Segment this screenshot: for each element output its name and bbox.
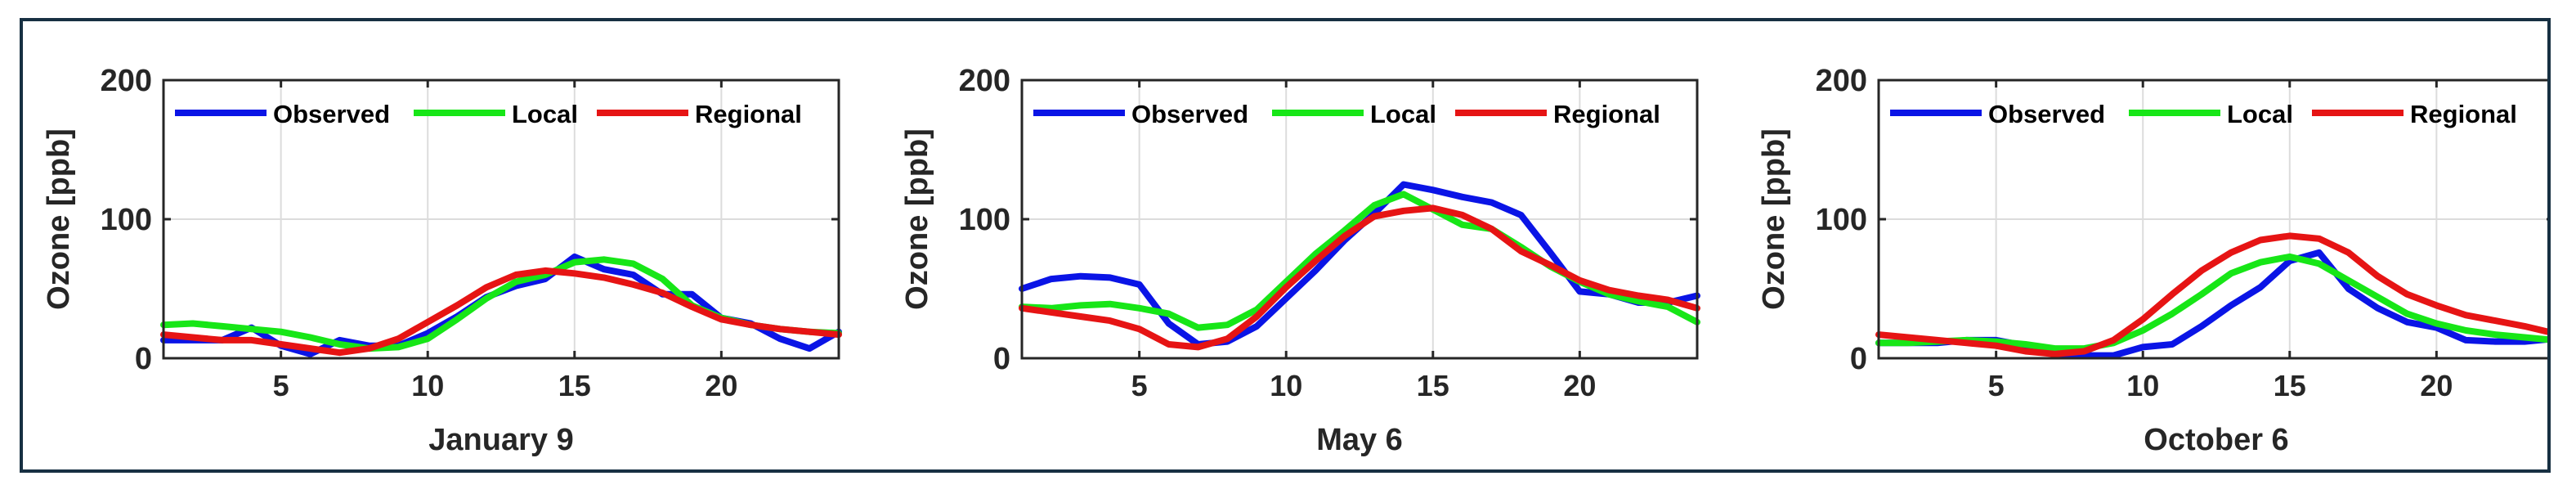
y-axis-label: Ozone [ppb] xyxy=(42,128,76,310)
legend-label-regional: Regional xyxy=(695,100,802,128)
series-line-regional xyxy=(1875,232,2547,357)
x-tick-label: 5 xyxy=(1988,369,2005,402)
legend-label-regional: Regional xyxy=(1553,100,1660,128)
legend-label-observed: Observed xyxy=(273,100,390,128)
x-tick-label: 15 xyxy=(1417,369,1449,402)
y-tick-label: 200 xyxy=(101,64,152,98)
x-tick-label: 10 xyxy=(411,369,444,402)
y-tick-label: 0 xyxy=(993,342,1010,376)
x-tick-label: 5 xyxy=(1131,369,1148,402)
legend: Observed Local Regional xyxy=(1033,100,1660,128)
legend-label-local: Local xyxy=(512,100,578,128)
y-tick-label: 100 xyxy=(959,203,1010,237)
legend: Observed Local Regional xyxy=(1890,100,2517,128)
series-line-regional xyxy=(1019,204,1700,351)
y-axis-label: Ozone [ppb] xyxy=(900,128,934,310)
y-tick-label: 0 xyxy=(1850,342,1867,376)
x-tick-label: 10 xyxy=(2126,369,2159,402)
series-line-regional xyxy=(160,267,842,357)
legend-label-observed: Observed xyxy=(1131,100,1248,128)
x-tick-label: 5 xyxy=(273,369,289,402)
legend-label-local: Local xyxy=(2227,100,2293,128)
y-tick-label: 100 xyxy=(1816,203,1867,237)
x-axis-label: May 6 xyxy=(1316,423,1403,457)
x-axis-label: October 6 xyxy=(2144,423,2288,457)
legend: Observed Local Regional xyxy=(175,100,802,128)
legend-label-local: Local xyxy=(1370,100,1436,128)
legend-label-observed: Observed xyxy=(1988,100,2105,128)
x-tick-label: 10 xyxy=(1270,369,1302,402)
series-line-local xyxy=(1875,253,2547,353)
x-tick-label: 15 xyxy=(558,369,591,402)
legend-label-regional: Regional xyxy=(2410,100,2517,128)
y-tick-label: 200 xyxy=(959,64,1010,98)
x-axis-label: January 9 xyxy=(428,423,573,457)
x-tick-label: 20 xyxy=(2420,369,2453,402)
y-tick-label: 0 xyxy=(135,342,152,376)
x-tick-label: 20 xyxy=(1563,369,1596,402)
y-tick-label: 100 xyxy=(101,203,152,237)
figure-frame: 5 10 15 20 0 100 200 January 9 Ozone [ppb] Observ… xyxy=(20,18,2551,473)
y-axis-label: Ozone [ppb] xyxy=(1757,128,1791,310)
x-tick-label: 20 xyxy=(705,369,737,402)
x-tick-label: 15 xyxy=(2274,369,2306,402)
y-tick-label: 200 xyxy=(1816,64,1867,98)
